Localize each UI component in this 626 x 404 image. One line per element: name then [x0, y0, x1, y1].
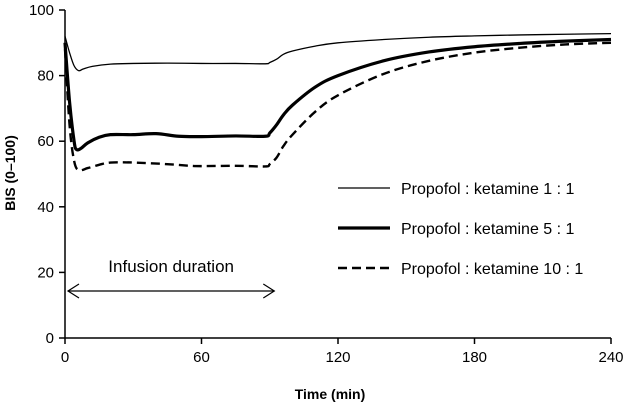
- arrow-left-head: [66, 283, 80, 299]
- x-axis-ticks: 0 60 120 180 240: [61, 338, 624, 366]
- infusion-duration-annotation: Infusion duration: [66, 257, 276, 299]
- y-tick-label: 100: [29, 2, 54, 19]
- legend-label-1: Propofol : ketamine 1 : 1: [401, 181, 575, 198]
- y-axis-ticks: 0 20 40 60 80 100: [29, 2, 65, 347]
- series-line-2: [63, 37, 612, 152]
- axes: [64, 10, 611, 339]
- arrow-right-head: [262, 283, 276, 299]
- series-layer: [63, 32, 612, 172]
- x-tick-label: 180: [462, 349, 487, 366]
- x-axis-title: Time (min): [295, 386, 366, 402]
- y-axis-title: BIS (0–100): [2, 135, 18, 210]
- y-tick-label: 40: [37, 199, 54, 216]
- legend-label-3: Propofol : ketamine 10 : 1: [401, 261, 583, 278]
- x-tick-label: 240: [598, 349, 623, 366]
- infusion-duration-label: Infusion duration: [108, 257, 234, 276]
- x-tick-label: 120: [325, 349, 350, 366]
- x-tick-label: 60: [193, 349, 210, 366]
- legend: Propofol : ketamine 1 : 1 Propofol : keta…: [338, 181, 583, 278]
- series-line-1: [64, 32, 612, 72]
- y-tick-label: 20: [37, 264, 54, 281]
- y-tick-label: 60: [37, 133, 54, 150]
- series-line-3: [63, 41, 612, 172]
- legend-label-2: Propofol : ketamine 5 : 1: [401, 221, 575, 238]
- x-tick-label: 0: [61, 349, 69, 366]
- y-tick-label: 80: [37, 68, 54, 85]
- y-tick-label: 0: [46, 330, 54, 347]
